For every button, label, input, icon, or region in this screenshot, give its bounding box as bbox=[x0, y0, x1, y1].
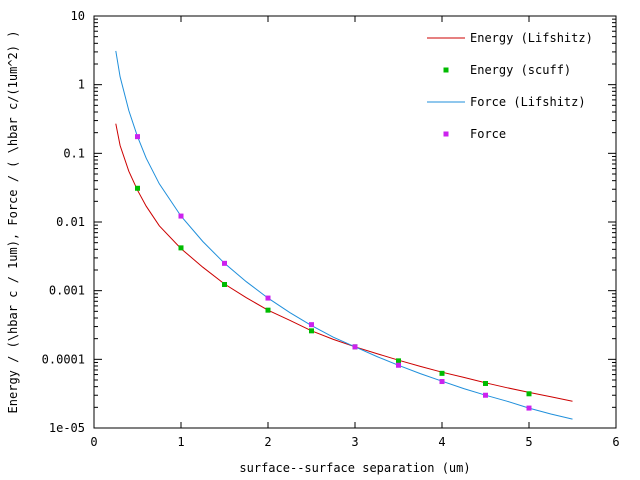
x-tick-label: 6 bbox=[612, 435, 619, 449]
data-point-energy-scuff bbox=[178, 245, 184, 251]
x-tick-label: 5 bbox=[525, 435, 532, 449]
plot-frame bbox=[93, 15, 617, 429]
data-point-force bbox=[439, 379, 445, 385]
x-tick-label: 2 bbox=[264, 435, 271, 449]
x-tick-label: 1 bbox=[177, 435, 184, 449]
data-point-force bbox=[178, 213, 184, 219]
data-point-energy-scuff bbox=[222, 281, 227, 287]
x-tick-label: 3 bbox=[351, 435, 358, 449]
y-tick-label: 0.001 bbox=[49, 284, 85, 298]
x-tick-label: 0 bbox=[90, 435, 97, 449]
y-tick-label: 10 bbox=[71, 9, 85, 23]
data-point-energy-scuff bbox=[483, 380, 488, 386]
data-point-force bbox=[265, 295, 271, 301]
axis-ticks: 0 1 2 3 4 5 6 1e-05 0.0001 0.001 0.01 0.1 1 10 bbox=[42, 9, 620, 449]
data-point-force bbox=[483, 392, 488, 398]
data-point-energy-scuff bbox=[396, 358, 401, 364]
data-point-energy-scuff bbox=[265, 307, 271, 313]
x-tick-label: 4 bbox=[438, 435, 445, 449]
y-tick-label: 1 bbox=[78, 78, 85, 92]
legend-swatch-force bbox=[443, 131, 449, 137]
data-point-force bbox=[526, 405, 532, 411]
data-point-force bbox=[222, 260, 227, 266]
data-point-energy-scuff bbox=[526, 391, 532, 397]
data-point-energy-scuff bbox=[135, 185, 140, 191]
y-tick-label: 0.0001 bbox=[42, 352, 85, 366]
legend-swatch-energy-scuff bbox=[443, 67, 449, 73]
legend-label-force: Force bbox=[470, 127, 506, 141]
data-point-energy-scuff bbox=[439, 370, 445, 376]
data-point-force bbox=[352, 344, 358, 350]
legend-label-energy-lifshitz: Energy (Lifshitz) bbox=[470, 31, 593, 45]
data-point-force bbox=[135, 134, 140, 140]
data-point-force bbox=[396, 362, 401, 368]
x-axis-label: surface--surface separation (um) bbox=[239, 461, 470, 475]
y-tick-label: 1e-05 bbox=[49, 421, 85, 435]
y-axis-label: Energy / (\hbar c / 1um), Force / ( \hba… bbox=[6, 31, 20, 414]
legend: Energy (Lifshitz) Energy (scuff) Force (Li… bbox=[427, 31, 593, 141]
series-line-energy-lifshitz bbox=[115, 123, 573, 402]
data-point-force bbox=[309, 322, 314, 328]
data-point-energy-scuff bbox=[309, 328, 314, 334]
legend-label-force-lifshitz: Force (Lifshitz) bbox=[470, 95, 586, 109]
series-layer bbox=[115, 50, 573, 420]
y-tick-label: 0.01 bbox=[56, 215, 85, 229]
y-tick-label: 0.1 bbox=[63, 146, 85, 160]
legend-label-energy-scuff: Energy (scuff) bbox=[470, 63, 571, 77]
